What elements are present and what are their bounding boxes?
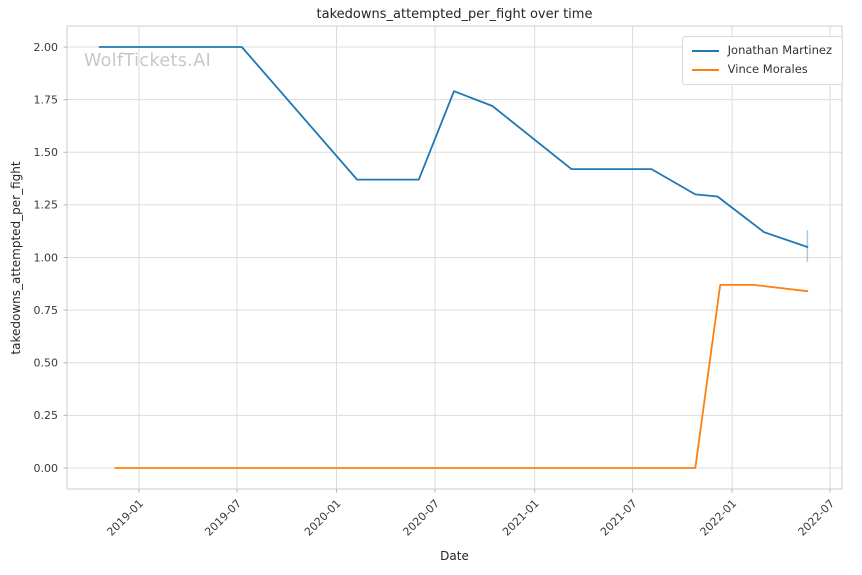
svg-text:1.75: 1.75: [34, 93, 59, 106]
svg-text:2020-01: 2020-01: [302, 497, 344, 539]
legend-line-swatch: [691, 49, 719, 52]
legend-item-jonathan-martinez: Jonathan Martinez: [691, 43, 832, 58]
svg-text:0.75: 0.75: [34, 304, 59, 317]
svg-text:2022-07: 2022-07: [796, 497, 838, 539]
svg-text:2.00: 2.00: [34, 41, 59, 54]
svg-text:1.25: 1.25: [34, 199, 59, 212]
svg-text:0.25: 0.25: [34, 409, 59, 422]
series-line-vince-morales: [114, 283, 809, 469]
legend-item-vince-morales: Vince Morales: [691, 61, 832, 77]
legend-line-swatch: [691, 68, 719, 71]
svg-text:2022-01: 2022-01: [698, 497, 740, 539]
svg-text:1.50: 1.50: [34, 146, 59, 159]
svg-text:2019-07: 2019-07: [202, 497, 244, 539]
legend-label: Vince Morales: [727, 61, 808, 76]
svg-text:1.00: 1.00: [34, 251, 59, 264]
x-axis-label: Date: [440, 549, 469, 563]
svg-text:2020-07: 2020-07: [400, 497, 442, 539]
gridlines: [67, 26, 842, 489]
svg-text:2021-01: 2021-01: [500, 497, 542, 539]
series-line-jonathan-martinez: [98, 46, 809, 248]
legend: Jonathan Martinez Vince Morales: [681, 36, 843, 85]
chart-title: takedowns_attempted_per_fight over time: [316, 7, 593, 22]
svg-text:2021-07: 2021-07: [598, 497, 640, 539]
y-axis-label: takedowns_attempted_per_fight: [9, 161, 23, 355]
tick-marks: [63, 46, 831, 493]
svg-text:0.50: 0.50: [34, 357, 59, 370]
svg-text:2019-01: 2019-01: [104, 497, 146, 539]
y-tick-labels: 0.00 0.25 0.50 0.75 1.00 1.25 1.50 1.75 2.00: [34, 41, 59, 475]
watermark-text: WolfTickets.AI: [84, 51, 212, 71]
svg-text:0.00: 0.00: [34, 462, 59, 475]
legend-label: Jonathan Martinez: [727, 43, 832, 57]
x-tick-labels: 2019-01 2019-07 2020-01 2020-07 2021-01 2021-…: [104, 497, 837, 539]
